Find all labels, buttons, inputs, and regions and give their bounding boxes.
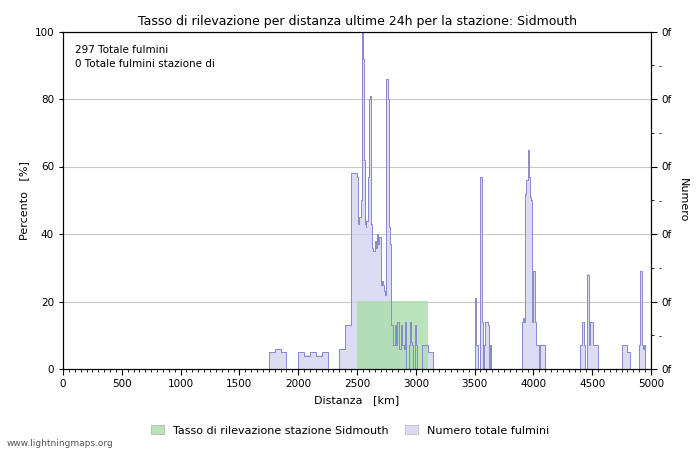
Text: 297 Totale fulmini
0 Totale fulmini stazione di: 297 Totale fulmini 0 Totale fulmini staz… xyxy=(75,45,215,69)
Y-axis label: Percento   [%]: Percento [%] xyxy=(19,161,29,240)
Y-axis label: Numero: Numero xyxy=(678,178,688,222)
Legend: Tasso di rilevazione stazione Sidmouth, Numero totale fulmini: Tasso di rilevazione stazione Sidmouth, … xyxy=(146,421,554,440)
Text: www.lightningmaps.org: www.lightningmaps.org xyxy=(7,439,113,448)
X-axis label: Distanza   [km]: Distanza [km] xyxy=(314,395,400,405)
Title: Tasso di rilevazione per distanza ultime 24h per la stazione: Sidmouth: Tasso di rilevazione per distanza ultime… xyxy=(137,14,577,27)
